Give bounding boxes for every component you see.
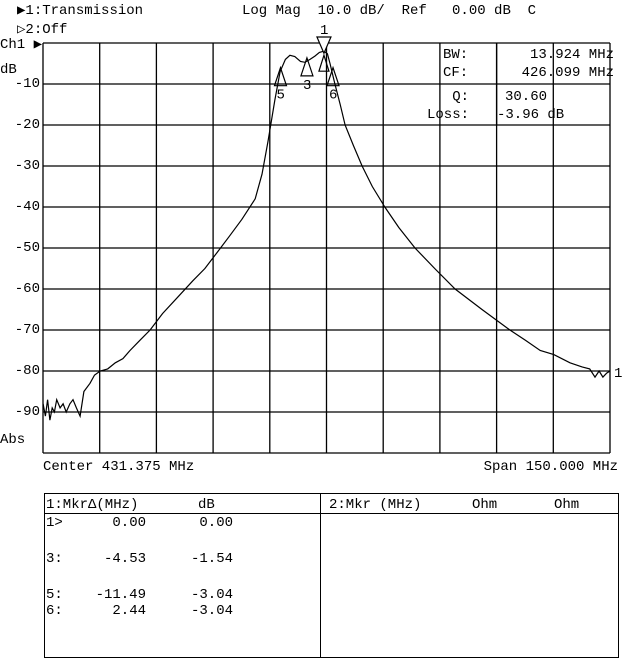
marker-id: 1> xyxy=(46,515,63,531)
abs-label: Abs xyxy=(0,432,26,448)
channel2-label[interactable]: ▷2:Off xyxy=(17,22,68,38)
y-tick-label: -10 xyxy=(14,76,40,92)
y-tick-label: -90 xyxy=(14,404,40,420)
marker-5-label: 5 xyxy=(276,88,284,104)
transmission-chart: 1 1 3 5 6 xyxy=(42,23,622,454)
marker-3-triangle-icon xyxy=(300,55,314,77)
marker-db: -3.04 xyxy=(190,587,233,603)
left-header-marker: 1:MkrΔ(MHz) xyxy=(46,497,139,513)
marker-id: 5: xyxy=(46,587,63,603)
y-tick-label: -70 xyxy=(14,322,40,338)
marker-6-label: 6 xyxy=(329,88,337,104)
span-frequency: Span 150.000 MHz xyxy=(483,459,618,475)
q-label: Q: xyxy=(452,89,469,105)
y-tick-label: -40 xyxy=(14,199,40,215)
y-tick-label: -20 xyxy=(14,117,40,133)
y-tick-label: -50 xyxy=(14,240,40,256)
marker-table: 1:MkrΔ(MHz) dB 2:Mkr (MHz) Ohm Ohm 1> 0.… xyxy=(44,493,619,658)
trace-label: 1 xyxy=(614,366,622,382)
marker-1-triangle-icon xyxy=(316,36,332,55)
channel1-label[interactable]: ▶1:Transmission xyxy=(17,3,144,19)
marker-5-triangle-icon xyxy=(273,65,288,87)
marker-id: 6: xyxy=(46,603,63,619)
marker-6-triangle-icon xyxy=(326,65,340,87)
center-frequency: Center 431.375 MHz xyxy=(43,459,195,475)
cf-value: 426.099 MHz xyxy=(521,65,614,81)
bw-label: BW: xyxy=(443,47,469,63)
left-header-db: dB xyxy=(198,497,215,513)
marker-mhz: 2.44 xyxy=(112,603,146,619)
bw-value: 13.924 MHz xyxy=(529,47,614,63)
marker-mhz: -11.49 xyxy=(95,587,146,603)
y-tick-label: -80 xyxy=(14,363,40,379)
marker-db: 0.00 xyxy=(199,515,233,531)
y-tick-label: -60 xyxy=(14,281,40,297)
q-value: 30.60 xyxy=(505,89,548,105)
marker-3-label: 3 xyxy=(303,78,311,94)
loss-value: -3.96 dB xyxy=(497,107,565,123)
channel-indicator: Ch1 ▶ xyxy=(0,37,43,53)
marker-id: 3: xyxy=(46,551,63,567)
marker-1-label: 1 xyxy=(320,23,328,39)
right-header-ohm2: Ohm xyxy=(554,497,580,513)
marker-mhz: -4.53 xyxy=(103,551,146,567)
format-readout: Log Mag 10.0 dB/ Ref 0.00 dB C xyxy=(242,3,537,19)
right-header-marker: 2:Mkr (MHz) xyxy=(329,497,422,513)
loss-label: Loss: xyxy=(426,107,469,123)
marker-db: -1.54 xyxy=(190,551,233,567)
marker-1-triangle-icon xyxy=(318,53,330,72)
marker-db: -3.04 xyxy=(190,603,233,619)
cf-label: CF: xyxy=(443,65,469,81)
trace-line xyxy=(42,50,611,421)
right-header-ohm1: Ohm xyxy=(472,497,498,513)
unit-label: dB xyxy=(0,62,17,78)
marker-mhz: 0.00 xyxy=(112,515,146,531)
y-tick-label: -30 xyxy=(14,158,40,174)
